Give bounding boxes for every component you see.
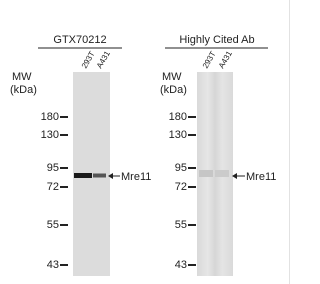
band-label: Mre11 — [246, 171, 276, 183]
marker-label: 95 — [175, 162, 187, 174]
marker-label: 43 — [175, 259, 187, 271]
marker-label: 72 — [47, 181, 59, 193]
marker-label: 55 — [175, 219, 187, 231]
band — [93, 174, 106, 178]
band — [215, 170, 229, 177]
panel-title: Highly Cited Ab — [179, 34, 254, 46]
mw-label: MW — [12, 71, 32, 83]
western-blot-figure: GTX70212293TA431MW(kDa)18013095725543Mre… — [0, 0, 292, 284]
marker-label: 43 — [47, 259, 59, 271]
band — [199, 170, 213, 177]
marker-label: 55 — [47, 219, 59, 231]
marker-label: 180 — [169, 111, 187, 123]
marker-label: 130 — [41, 129, 59, 141]
marker-label: 130 — [169, 129, 187, 141]
band-label: Mre11 — [121, 171, 151, 183]
band — [74, 173, 92, 178]
unit-label: (kDa) — [160, 84, 187, 96]
unit-label: (kDa) — [10, 84, 37, 96]
marker-label: 180 — [41, 111, 59, 123]
mw-label: MW — [162, 71, 182, 83]
marker-label: 72 — [175, 181, 187, 193]
marker-label: 95 — [47, 162, 59, 174]
panel-title: GTX70212 — [53, 34, 106, 46]
